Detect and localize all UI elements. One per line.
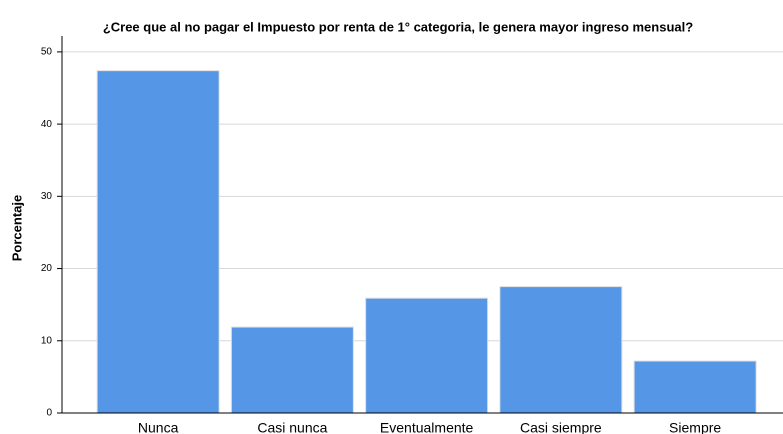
bar	[633, 360, 757, 414]
bar	[365, 297, 489, 414]
y-tick-label: 0	[46, 408, 52, 419]
y-tick-label: 20	[41, 263, 53, 274]
y-axis-label: Porcentaje	[9, 195, 24, 261]
x-tick-label: Siempre	[669, 420, 721, 434]
y-tick-label: 50	[41, 47, 53, 58]
y-tick-label: 10	[41, 335, 53, 346]
bar	[499, 286, 623, 414]
chart-title: ¿Cree que al no pagar el Impuesto por re…	[103, 19, 693, 34]
x-tick-label: Casi siempre	[520, 420, 602, 434]
bar	[96, 70, 220, 414]
x-tick-label: Casi nunca	[257, 420, 327, 434]
y-tick-label: 40	[41, 119, 53, 130]
x-tick-label: Nunca	[138, 420, 179, 434]
x-tick-label: Eventualmente	[380, 420, 474, 434]
bar	[230, 326, 354, 414]
y-tick-label: 30	[41, 191, 53, 202]
